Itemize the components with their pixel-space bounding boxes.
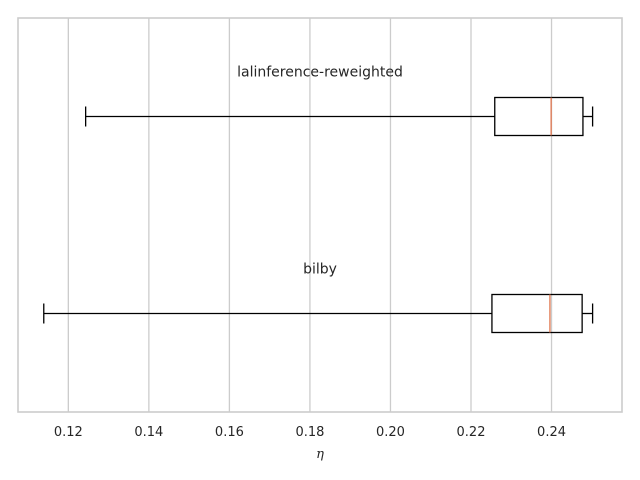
x-tick-label: 0.20 (376, 425, 405, 440)
series-label: bilby (303, 262, 337, 278)
x-tick-label: 0.24 (537, 425, 566, 440)
x-tick-label: 0.18 (295, 425, 324, 440)
box-plot: bilby (43, 262, 594, 334)
plot-frame (17, 17, 623, 413)
x-tick-label: 0.14 (134, 425, 163, 440)
x-tick-label: 0.22 (457, 425, 486, 440)
x-tick-label: 0.16 (215, 425, 244, 440)
box-iqr (491, 293, 583, 334)
series-label: lalinference-reweighted (237, 65, 403, 81)
box-iqr (494, 96, 584, 137)
x-tick-label: 0.12 (54, 425, 83, 440)
x-axis-title: η (316, 447, 324, 462)
x-axis-ticks: 0.12 0.14 0.16 0.18 0.20 0.22 0.24 (54, 425, 566, 440)
grid-lines (67, 18, 553, 412)
box-plot: lalinference-reweighted (84, 65, 594, 137)
box-plots: lalinference-reweighted bilby (43, 65, 594, 334)
